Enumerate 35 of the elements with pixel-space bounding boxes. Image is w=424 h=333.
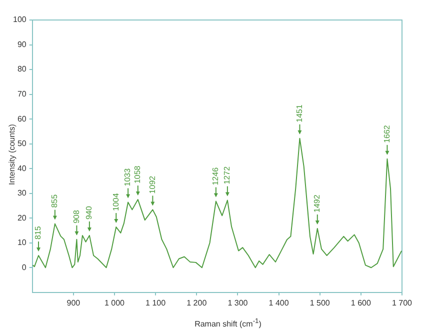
y-axis-title: Intensity (counts): [8, 123, 16, 187]
annotation: 855: [50, 194, 60, 208]
x-tick-label: 1 700: [392, 298, 413, 308]
y-tick-label: 40: [17, 164, 27, 173]
annotation: 1662: [382, 124, 392, 143]
annotation: 940: [84, 206, 94, 220]
annotation: 1492: [312, 194, 322, 213]
x-tick-label: 1 400: [268, 298, 290, 308]
y-tick-label: 20: [17, 213, 27, 222]
y-tick-label: 70: [17, 89, 27, 98]
y-tick-label: 10: [17, 238, 27, 248]
annotation: 1272: [222, 166, 232, 184]
annotation: 1058: [133, 165, 142, 184]
y-tick-label: 60: [17, 114, 27, 124]
y-tick-label: 100: [12, 15, 27, 24]
annotation: 1004: [111, 192, 120, 212]
y-tick-label: 30: [17, 188, 27, 198]
x-tick-label: 1 300: [228, 298, 248, 308]
x-tick-label: 1 000: [104, 298, 126, 308]
x-tick-label: 1 600: [350, 298, 372, 308]
annotation: 815: [34, 226, 43, 240]
annotation: 908: [72, 210, 81, 224]
annotation: 1033: [123, 168, 132, 186]
x-tick-label: 1 500: [310, 298, 330, 308]
x-tick-label: 1 100: [146, 298, 166, 308]
y-tick-label: 0: [22, 262, 27, 272]
y-tick-label: 50: [17, 139, 27, 148]
annotation: 1092: [148, 175, 157, 194]
y-tick-label: 90: [17, 40, 27, 49]
annotation: 1451: [294, 104, 304, 122]
annotation: 1246: [211, 166, 220, 186]
x-tick-label: 900: [66, 298, 81, 308]
x-axis-title: Raman shift (cm$^{-1}$): [194, 318, 262, 329]
x-tick-label: 1 200: [186, 298, 208, 308]
y-tick-label: 80: [17, 64, 27, 74]
